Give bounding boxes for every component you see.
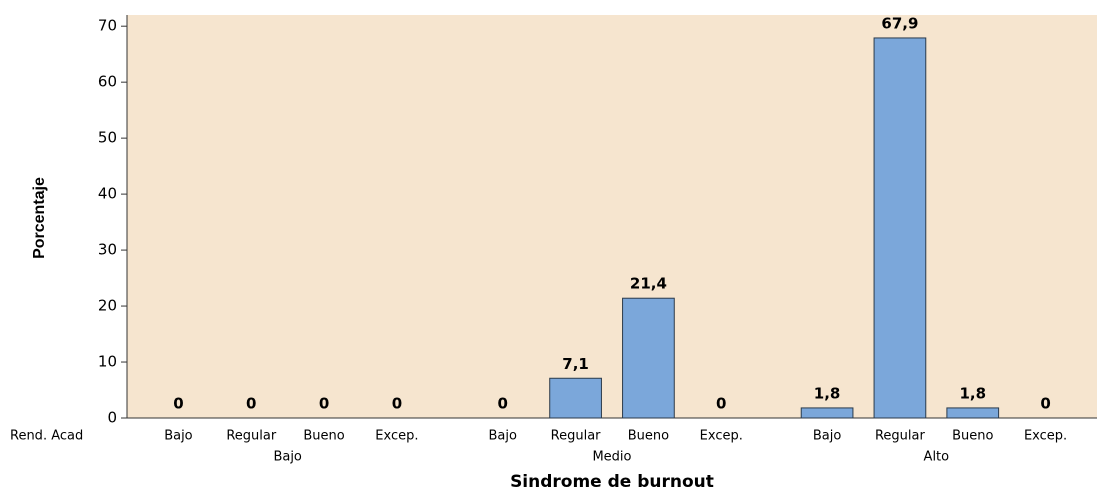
x-tick-label: Regular [551, 429, 602, 444]
y-tick-label: 70 [98, 17, 117, 35]
value-label: 0 [319, 395, 329, 413]
bar [549, 377, 602, 419]
y-tick-label: 40 [98, 185, 117, 203]
x-tick-label: Regular [226, 429, 277, 444]
group-label: Alto [924, 450, 950, 465]
x-tick-label: Bajo [489, 429, 517, 444]
y-tick-label: 30 [98, 241, 117, 259]
x-tick-label: Regular [875, 429, 926, 444]
value-label: 0 [246, 395, 256, 413]
value-label: 0 [392, 395, 402, 413]
x-axis-title: Sindrome de burnout [510, 472, 714, 489]
y-axis-title: Porcentaje [31, 177, 48, 259]
x-tick-label: Excep. [1024, 429, 1067, 444]
bar [946, 407, 1000, 419]
bar [622, 297, 675, 419]
value-label: 21,4 [630, 275, 667, 293]
y-tick-label: 20 [98, 297, 117, 315]
bar [800, 407, 854, 419]
x-tick-label: Bueno [952, 429, 993, 444]
y-tick-label: 60 [98, 73, 117, 91]
x-tick-label: Excep. [375, 429, 418, 444]
value-label: 0 [716, 395, 726, 413]
plot-area [127, 15, 1097, 418]
value-label: 0 [1040, 395, 1050, 413]
bar [873, 37, 927, 419]
value-label: 1,8 [959, 384, 986, 402]
value-label: 0 [498, 395, 508, 413]
value-label: 67,9 [881, 14, 918, 32]
x-tick-label: Excep. [700, 429, 743, 444]
value-label: 1,8 [814, 384, 841, 402]
x-tick-label: Bueno [303, 429, 344, 444]
y-tick-label: 10 [98, 353, 117, 371]
x-tick-label: Bajo [813, 429, 841, 444]
value-label: 7,1 [562, 355, 589, 373]
x-tick-label: Bueno [628, 429, 669, 444]
y-tick-label: 50 [98, 129, 117, 147]
x-tick-label: Bajo [164, 429, 192, 444]
group-label: Medio [592, 450, 631, 465]
row-label: Rend. Acad [10, 429, 83, 444]
group-label: Bajo [273, 450, 301, 465]
y-tick-label: 0 [107, 409, 117, 427]
value-label: 0 [173, 395, 183, 413]
